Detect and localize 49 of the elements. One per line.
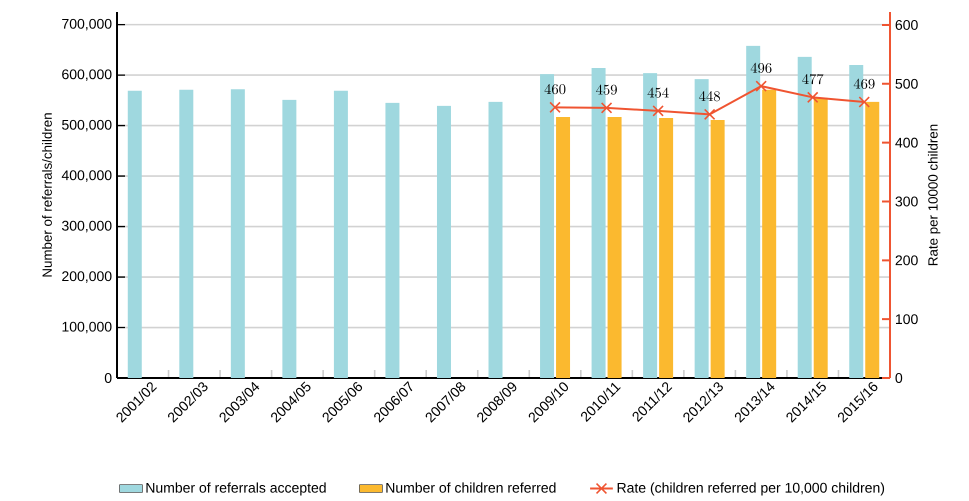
bar xyxy=(128,90,142,378)
data-label: 454 xyxy=(648,88,669,98)
bar xyxy=(334,90,348,378)
bar xyxy=(179,90,194,378)
legend-label: Number of referrals accepted xyxy=(146,482,326,496)
y2-tick-label: 300 xyxy=(895,196,918,206)
y-tick-label: 0 xyxy=(104,373,112,383)
y-tick-label: 600,000 xyxy=(62,69,112,81)
data-label: 469 xyxy=(854,78,875,89)
bar xyxy=(488,102,503,378)
point xyxy=(755,80,767,92)
y-tick-label: 700,000 xyxy=(62,18,112,30)
data-label: 459 xyxy=(596,84,617,95)
point xyxy=(806,92,818,104)
y-tick-label: 500,000 xyxy=(62,120,112,132)
bar xyxy=(436,106,451,378)
y2-tick-label: 200 xyxy=(896,255,918,266)
data-label: 496 xyxy=(750,62,772,73)
y-tick-label: 100,000 xyxy=(62,322,112,334)
point xyxy=(652,105,664,117)
legend-label: Rate (children referred per 10,000 children) xyxy=(618,482,884,496)
point xyxy=(858,96,870,108)
bar xyxy=(556,117,570,378)
y2-axis-title: Rate per 10000 children xyxy=(928,124,940,266)
point xyxy=(704,108,716,120)
bar xyxy=(865,102,880,378)
bar xyxy=(814,98,828,378)
y2-tick-label: 600 xyxy=(896,20,918,30)
y-axis-title: Number of referrals/children xyxy=(42,113,52,277)
bar xyxy=(385,102,400,378)
y2-tick-label: 100 xyxy=(896,314,918,324)
y2-tick-label: 400 xyxy=(895,138,918,148)
y-tick-label: 200,000 xyxy=(62,271,112,283)
data-label: 448 xyxy=(699,91,720,102)
y2-tick-label: 0 xyxy=(895,373,902,383)
legend-label: Number of children referred xyxy=(386,482,556,493)
bar xyxy=(659,118,674,378)
bar xyxy=(762,90,776,378)
y-tick-label: 400,000 xyxy=(62,170,112,182)
point xyxy=(549,102,561,114)
data-label: 460 xyxy=(544,84,566,94)
bar xyxy=(230,89,245,378)
y-tick-label: 300,000 xyxy=(62,220,112,232)
bar xyxy=(282,100,296,378)
y2-tick-label: 500 xyxy=(896,78,918,89)
bar xyxy=(608,117,622,378)
data-label: 477 xyxy=(802,74,824,84)
point xyxy=(600,102,612,114)
bar xyxy=(710,120,725,378)
